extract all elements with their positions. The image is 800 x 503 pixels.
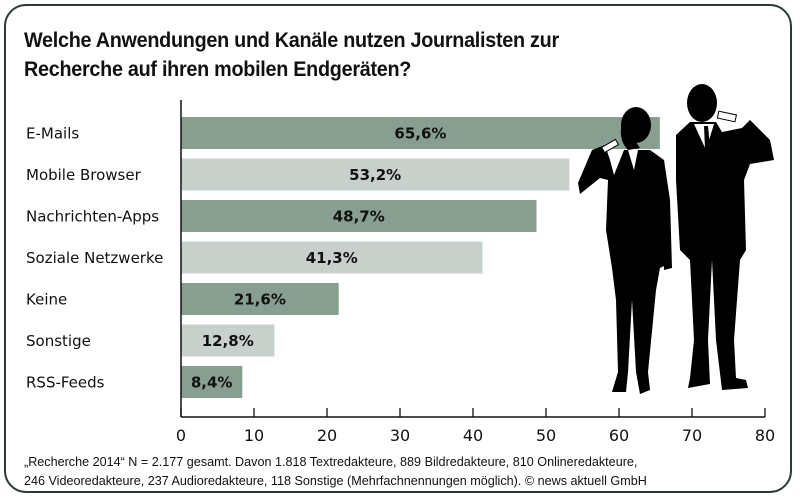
category-label: E-Mails <box>26 125 79 143</box>
x-tick-label: 0 <box>176 426 186 445</box>
bar-4 <box>181 283 339 315</box>
category-label: Soziale Netzwerke <box>26 249 163 267</box>
category-label: Nachrichten-Apps <box>26 208 159 226</box>
x-tick-label: 40 <box>463 426 483 445</box>
category-label: RSS-Feeds <box>26 374 105 392</box>
bar-3 <box>181 241 483 274</box>
x-tick-label: 80 <box>755 426 775 445</box>
bar-0 <box>181 117 660 149</box>
footnote-line-1: „Recherche 2014“ N = 2.177 gesamt. Davon… <box>24 455 638 469</box>
bar-value-label: 12,8% <box>202 332 254 350</box>
x-tick-label: 60 <box>609 426 629 445</box>
bar-5 <box>181 324 275 357</box>
category-label: Mobile Browser <box>26 166 142 184</box>
chart-title-line-2: Recherche auf ihren mobilen Endgeräten? <box>24 57 412 81</box>
category-label: Sonstige <box>26 332 91 350</box>
footnote: „Recherche 2014“ N = 2.177 gesamt. Davon… <box>24 453 784 491</box>
bar-1 <box>181 158 570 191</box>
x-axis: 0 10 20 30 40 50 60 70 80 <box>176 100 775 445</box>
bar-2 <box>181 200 537 232</box>
x-tick-label: 50 <box>536 426 556 445</box>
x-tick-label: 10 <box>244 426 264 445</box>
chart-title: Welche Anwendungen und Kanäle nutzen Jou… <box>24 26 613 84</box>
x-tick-label: 20 <box>317 426 337 445</box>
category-label: Keine <box>26 291 67 309</box>
chart-frame <box>4 4 792 493</box>
bar-6 <box>181 366 243 398</box>
bar-value-label: 48,7% <box>333 208 385 226</box>
category-labels: E-Mails Mobile Browser Nachrichten-Apps Soz… <box>26 125 163 392</box>
chart-title-line-1: Welche Anwendungen und Kanäle nutzen Jou… <box>24 28 559 52</box>
footnote-line-2: 246 Videoredakteure, 237 Audioredakteure… <box>24 474 647 488</box>
bar-value-label: 21,6% <box>234 291 286 309</box>
businesspeople-silhouette-illustration <box>578 84 774 394</box>
bar-value-label: 41,3% <box>306 249 358 267</box>
x-tick-label: 30 <box>390 426 410 445</box>
bars-group: 65,6% 53,2% 48,7% 41,3% 21,6% 12,8% 8,4% <box>181 117 660 398</box>
bar-value-label: 53,2% <box>349 166 401 184</box>
bar-value-label: 65,6% <box>394 125 446 143</box>
x-tick-label: 70 <box>682 426 702 445</box>
bar-value-label: 8,4% <box>191 374 233 392</box>
